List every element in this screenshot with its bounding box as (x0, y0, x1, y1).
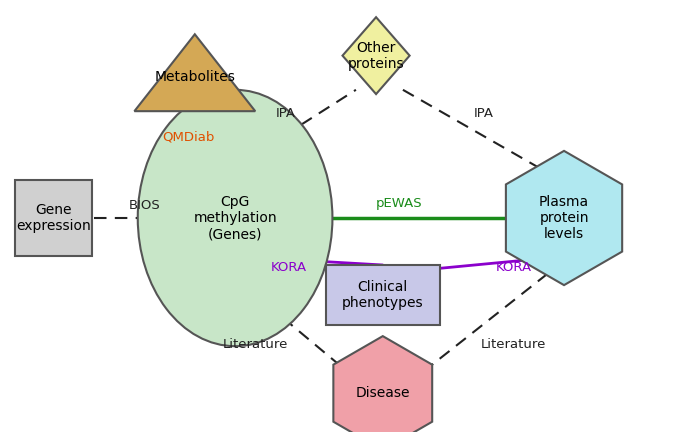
FancyBboxPatch shape (326, 265, 440, 325)
Text: IPA: IPA (473, 107, 493, 120)
Polygon shape (342, 17, 410, 94)
Text: IPA: IPA (275, 107, 295, 120)
Ellipse shape (138, 90, 332, 346)
Text: Disease: Disease (356, 386, 410, 400)
Text: Literature: Literature (223, 337, 288, 351)
Text: Literature: Literature (481, 337, 547, 351)
Polygon shape (334, 336, 432, 436)
Polygon shape (134, 34, 256, 111)
Text: CpG
methylation
(Genes): CpG methylation (Genes) (193, 195, 277, 241)
Text: KORA: KORA (271, 261, 307, 274)
Text: BIOS: BIOS (129, 199, 160, 212)
FancyBboxPatch shape (15, 180, 92, 256)
Text: Metabolites: Metabolites (154, 70, 235, 84)
Polygon shape (506, 151, 622, 285)
Text: KORA: KORA (496, 261, 532, 274)
Text: Clinical
phenotypes: Clinical phenotypes (342, 280, 423, 310)
Text: Plasma
protein
levels: Plasma protein levels (539, 195, 589, 241)
Text: QMDiab: QMDiab (162, 130, 214, 143)
Text: Other
proteins: Other proteins (348, 41, 404, 71)
Text: pEWAS: pEWAS (376, 197, 423, 210)
Text: Gene
expression: Gene expression (16, 203, 91, 233)
